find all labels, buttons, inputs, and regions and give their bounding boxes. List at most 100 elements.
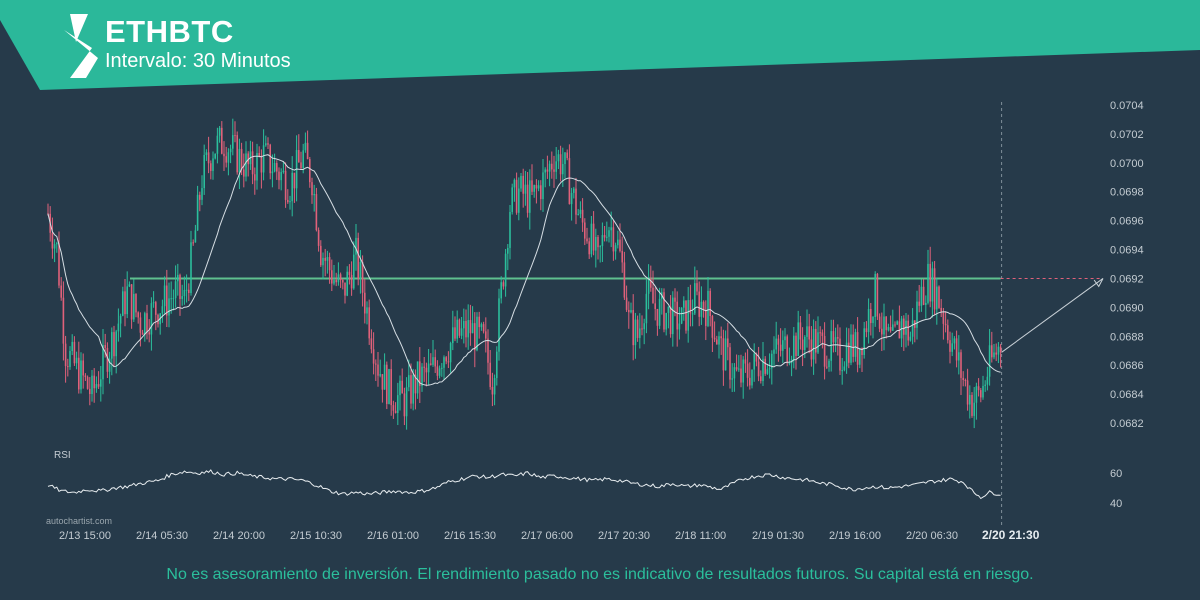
x-tick-label: 2/16 01:00: [367, 530, 419, 542]
candle-body: [238, 148, 241, 173]
candle-body: [104, 345, 106, 348]
candle-body: [251, 151, 254, 175]
candle-body: [416, 361, 419, 394]
price-tick-label: 0.0698: [1110, 187, 1144, 199]
candle-body: [830, 331, 832, 361]
candle-body: [124, 291, 126, 315]
candle-body: [177, 274, 179, 282]
candle-body: [315, 194, 318, 231]
candle-body: [562, 164, 564, 175]
candle-body: [804, 336, 806, 350]
candle-body: [258, 152, 260, 156]
candle-body: [601, 235, 604, 247]
candle-body: [861, 348, 863, 355]
candle-body: [797, 322, 799, 356]
candle-body: [93, 375, 95, 389]
candle-body: [353, 254, 355, 289]
candle-body: [166, 285, 168, 316]
candle-body: [520, 175, 522, 189]
candle-body: [812, 328, 815, 360]
candle-body: [364, 292, 366, 314]
candle-body: [953, 338, 956, 344]
candle-body: [753, 353, 755, 370]
candle-body: [84, 375, 87, 378]
candle-body: [276, 163, 278, 172]
candle-body: [773, 349, 775, 354]
candle-body: [603, 235, 606, 238]
candle-body: [183, 289, 186, 297]
candle-body: [621, 250, 623, 263]
x-tick-label: 2/16 15:30: [444, 530, 496, 542]
x-tick-label: 2/14 05:30: [136, 530, 188, 542]
candle-body: [135, 293, 137, 313]
price-tick-label: 0.0696: [1110, 216, 1144, 228]
candle-body: [172, 298, 175, 300]
candle-body: [383, 364, 386, 390]
candle-body: [768, 368, 771, 370]
price-tick-label: 0.0702: [1110, 129, 1144, 141]
candle-body: [905, 320, 907, 335]
candle-body: [595, 237, 597, 251]
candle-body: [62, 297, 65, 344]
candle-body: [678, 323, 681, 330]
candle-body: [863, 328, 865, 355]
candle-body: [799, 322, 802, 340]
candle-body: [331, 270, 333, 284]
candle-body: [951, 343, 953, 352]
candle-body: [579, 209, 582, 214]
candle-body: [771, 353, 773, 369]
candle-body: [878, 316, 881, 329]
candle-body: [966, 380, 969, 405]
candle-body: [260, 155, 263, 173]
candle-body: [161, 306, 164, 314]
candle-body: [487, 338, 489, 363]
candle-body: [632, 310, 634, 346]
candle-body: [570, 192, 573, 205]
candle-body: [443, 357, 445, 368]
candle-body: [744, 359, 747, 364]
candle-body: [493, 378, 496, 395]
candle-body: [535, 185, 538, 189]
candle-body: [56, 243, 58, 245]
candle-body: [597, 237, 599, 248]
candle-body: [337, 274, 340, 283]
candle-body: [808, 326, 810, 340]
candle-body: [335, 280, 337, 283]
candle-body: [313, 194, 315, 196]
candle-body: [669, 306, 672, 335]
candle-body: [848, 342, 850, 363]
candle-body: [507, 247, 509, 254]
candle-body: [859, 348, 861, 365]
candle-body: [163, 285, 166, 307]
candle-body: [911, 320, 914, 337]
candle-body: [326, 257, 329, 261]
candle-body: [876, 273, 879, 317]
candle-body: [196, 194, 199, 231]
candle-body: [672, 297, 674, 335]
candle-body: [991, 345, 993, 358]
candle-body: [540, 185, 542, 200]
candle-body: [942, 312, 945, 324]
candle-body: [511, 187, 513, 212]
x-tick-label: 2/13 15:00: [59, 530, 111, 542]
candle-body: [938, 286, 940, 308]
candle-body: [786, 336, 788, 364]
candle-body: [663, 292, 665, 330]
candle-body: [680, 307, 683, 324]
candle-body: [980, 390, 982, 398]
candle-body: [599, 246, 601, 248]
price-tick-label: 0.0686: [1110, 360, 1144, 372]
candle-body: [531, 180, 533, 192]
candle-body: [865, 328, 868, 333]
candle-body: [480, 324, 483, 328]
candle-body: [254, 174, 256, 181]
candle-body: [823, 336, 826, 367]
candle-body: [97, 384, 100, 387]
candle-body: [216, 135, 219, 154]
candle-body: [867, 308, 870, 333]
candle-body: [300, 162, 302, 169]
candle-body: [267, 143, 269, 145]
candle-body: [412, 374, 414, 404]
candle-body: [375, 363, 377, 365]
price-tick-label: 0.0694: [1110, 245, 1144, 257]
